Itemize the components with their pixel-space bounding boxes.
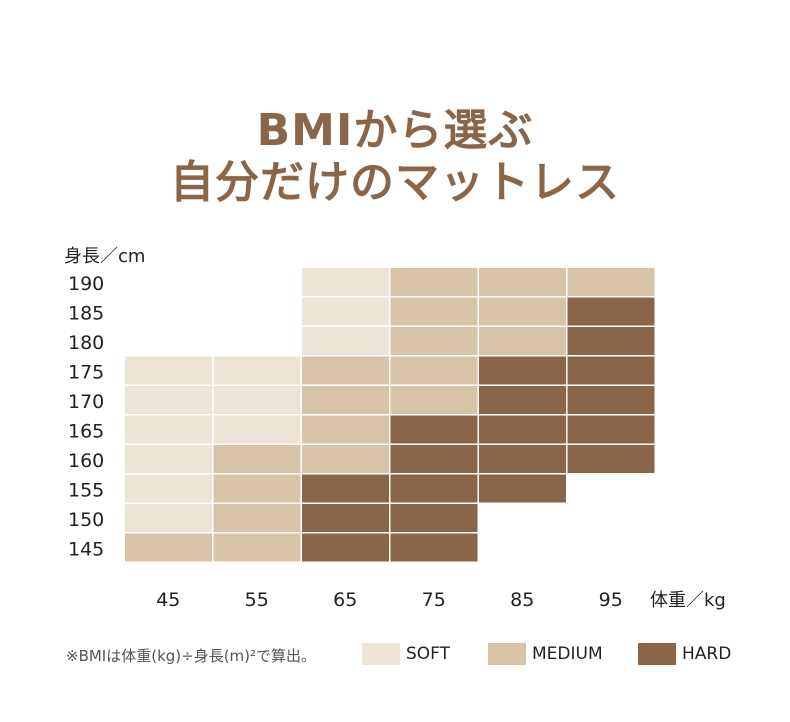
heatmap-cell	[213, 415, 301, 444]
heatmap-cell	[125, 533, 212, 562]
y-tick-label: 145	[68, 538, 104, 560]
heatmap-cell	[302, 356, 389, 385]
heatmap-cell	[302, 533, 389, 562]
heatmap-cell	[125, 415, 212, 444]
heatmap-cell	[567, 415, 655, 444]
heatmap-cell	[567, 445, 655, 473]
heatmap-cell	[479, 386, 566, 414]
heatmap-cell	[390, 356, 478, 385]
y-tick-label: 175	[68, 361, 104, 383]
legend-swatch-medium	[488, 643, 526, 665]
heatmap-cell	[390, 415, 478, 444]
x-tick-label: 45	[156, 589, 180, 611]
y-tick-label: 170	[68, 391, 104, 413]
heatmap-cell	[302, 415, 389, 444]
heatmap-cell	[567, 386, 655, 414]
y-tick-label: 150	[68, 509, 104, 531]
heatmap-cell	[390, 297, 478, 326]
heatmap-cell	[479, 297, 566, 326]
heatmap-cell	[213, 474, 301, 503]
heatmap-cell	[390, 386, 478, 414]
x-tick-label: 85	[510, 589, 534, 611]
bmi-footnote: ※BMIは体重(kg)÷身長(m)²で算出。	[66, 647, 317, 665]
heatmap-cell	[125, 445, 212, 473]
legend-swatch-soft	[362, 643, 400, 665]
legend-swatch-hard	[638, 643, 676, 665]
heatmap-cell	[213, 504, 301, 532]
heatmap-cells	[125, 268, 655, 562]
heatmap-cell	[567, 268, 655, 296]
heatmap-cell	[479, 327, 566, 355]
heatmap-cell	[302, 386, 389, 414]
heatmap-cell	[567, 297, 655, 326]
heatmap-cell	[390, 504, 478, 532]
y-tick-label: 190	[68, 273, 104, 295]
x-tick-label: 75	[422, 589, 446, 611]
y-tick-label: 165	[68, 420, 104, 442]
heatmap-cell	[390, 445, 478, 473]
heatmap-cell	[390, 327, 478, 355]
heatmap-cell	[390, 474, 478, 503]
heatmap-cell	[302, 474, 389, 503]
heatmap-cell	[390, 533, 478, 562]
heatmap-cell	[125, 386, 212, 414]
heatmap-cell	[302, 327, 389, 355]
x-tick-label: 55	[245, 589, 269, 611]
page-title-line1: BMIから選ぶ	[256, 105, 534, 156]
heatmap-cell	[302, 268, 389, 296]
heatmap-cell	[567, 356, 655, 385]
x-tick-label: 65	[333, 589, 357, 611]
heatmap-cell	[125, 504, 212, 532]
heatmap-cell	[213, 533, 301, 562]
legend-label-soft: SOFT	[406, 644, 451, 664]
x-tick-label: 95	[599, 589, 623, 611]
legend-label-hard: HARD	[682, 644, 732, 664]
legend-label-medium: MEDIUM	[532, 644, 603, 664]
x-tick-labels: 45 55 65 75 85 95	[156, 589, 623, 611]
heatmap-cell	[302, 445, 389, 473]
heatmap-cell	[567, 327, 655, 355]
heatmap-cell	[213, 356, 301, 385]
heatmap-cell	[302, 297, 389, 326]
heatmap-cell	[390, 268, 478, 296]
heatmap-cell	[479, 356, 566, 385]
heatmap-cell	[125, 474, 212, 503]
page-title-line2: 自分だけのマットレス	[170, 157, 620, 208]
heatmap-cell	[213, 386, 301, 414]
heatmap-cell	[479, 268, 566, 296]
y-tick-label: 180	[68, 332, 104, 354]
y-tick-label: 155	[68, 479, 104, 501]
x-axis-label: 体重／kg	[650, 590, 726, 611]
heatmap-cell	[302, 504, 389, 532]
y-axis-label: 身長／cm	[64, 246, 145, 267]
heatmap-cell	[479, 445, 566, 473]
heatmap-cell	[125, 356, 212, 385]
heatmap-cell	[479, 415, 566, 444]
heatmap-cell	[479, 474, 566, 503]
y-tick-labels: 190 185 180 175 170 165 160 155 150 145	[68, 273, 104, 561]
y-tick-label: 160	[68, 450, 104, 472]
heatmap-cell	[213, 445, 301, 473]
y-tick-label: 185	[68, 302, 104, 324]
